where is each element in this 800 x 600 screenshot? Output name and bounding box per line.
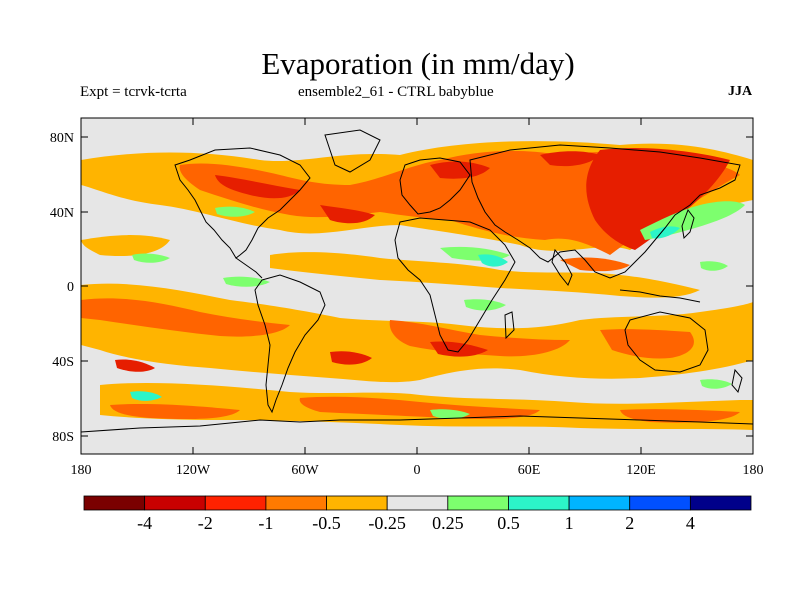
anomaly-region (560, 257, 630, 272)
coastline-india (551, 248, 573, 286)
colorbar-label: 0.25 (432, 513, 464, 533)
coastline-asia (469, 144, 741, 279)
x-tick-label: 0 (414, 463, 421, 478)
coastlines (81, 129, 753, 433)
anomaly-region (430, 341, 488, 357)
y-tick-label: 40S (52, 355, 74, 370)
colorbar-label: -4 (137, 513, 152, 533)
colorbar-swatch (568, 495, 631, 511)
colorbar-swatch (326, 495, 388, 511)
coastline-australia (624, 311, 709, 373)
anomaly-region (215, 175, 300, 199)
y-tick-label: 40N (50, 206, 74, 221)
chart-title: Evaporation (in mm/day) (261, 46, 575, 81)
x-tick-label: 60W (291, 463, 319, 478)
anomaly-region (270, 252, 700, 298)
coastline-indonesia (619, 289, 701, 303)
x-tick-label: 120E (626, 463, 656, 478)
colorbar-swatch (265, 495, 327, 511)
season-label: JJA (728, 84, 753, 99)
anomaly-region (330, 351, 372, 365)
colorbar-label: -2 (198, 513, 213, 533)
x-tick-label: 180 (71, 463, 92, 478)
coastline-central-america (235, 257, 263, 279)
colorbar-swatch (204, 495, 267, 511)
anomaly-region (430, 161, 490, 179)
colorbar-label: 0.5 (497, 513, 520, 533)
anomaly-region (430, 409, 470, 419)
y-axis: 80N 40N 0 40S 80S (50, 131, 753, 445)
coastline-south-america (254, 274, 326, 414)
coastline-new-zealand (731, 368, 743, 394)
anomaly-region (115, 359, 155, 372)
coastline-africa (394, 217, 516, 353)
anomaly-region (320, 205, 375, 224)
x-tick-label: 120W (176, 463, 211, 478)
colorbar-label: -0.25 (368, 513, 406, 533)
anomaly-region (586, 148, 730, 250)
colorbar-swatch (629, 495, 691, 511)
y-tick-label: 80S (52, 430, 74, 445)
coastline-madagascar (504, 311, 515, 340)
colorbar-swatch (386, 495, 449, 511)
colorbar-label: 1 (565, 513, 574, 533)
colorbar-label: 2 (625, 513, 634, 533)
ensemble-label: ensemble2_61 - CTRL babyblue (298, 84, 494, 100)
x-tick-label: 60E (518, 463, 541, 478)
coastline-europe (399, 157, 471, 215)
anomaly-region (464, 299, 506, 311)
anomaly-region (620, 409, 740, 423)
anomaly-region (540, 151, 600, 167)
anomaly-region (223, 276, 270, 287)
colorbar-swatch (447, 495, 509, 511)
anomaly-region (600, 329, 694, 359)
colorbar-swatch (689, 495, 752, 511)
colorbar-label: -0.5 (312, 513, 341, 533)
anomaly-region (81, 298, 290, 337)
colorbar-swatch (83, 495, 146, 511)
colorbar-label: 4 (686, 513, 695, 533)
y-tick-label: 80N (50, 131, 74, 146)
anomaly-region (700, 379, 732, 389)
coastline-japan (681, 208, 695, 240)
anomaly-region (478, 254, 508, 267)
anomaly-region (110, 403, 240, 420)
anomaly-region (700, 261, 728, 271)
anomaly-region (132, 253, 170, 263)
x-tick-label: 180 (743, 463, 764, 478)
anomaly-region (81, 235, 170, 257)
anomaly-region (130, 391, 162, 401)
colorbar: -4 -2 -1 -0.5 -0.25 0.25 0.5 1 2 4 (83, 495, 752, 533)
y-tick-label: 0 (67, 280, 74, 295)
x-axis: 180 120W 60W 0 60E 120E 180 (71, 118, 764, 478)
colorbar-swatch (144, 495, 206, 511)
colorbar-swatch (508, 495, 570, 511)
coastline-antarctica (81, 415, 753, 433)
anomaly-region (215, 206, 255, 217)
anomaly-region (650, 226, 680, 239)
map-field (81, 118, 753, 454)
experiment-label: Expt = tcrvk-tcrta (80, 84, 187, 100)
coastline-north-america (174, 147, 311, 259)
coastline-greenland (324, 129, 381, 173)
colorbar-label: -1 (258, 513, 273, 533)
anomaly-region (299, 396, 540, 420)
